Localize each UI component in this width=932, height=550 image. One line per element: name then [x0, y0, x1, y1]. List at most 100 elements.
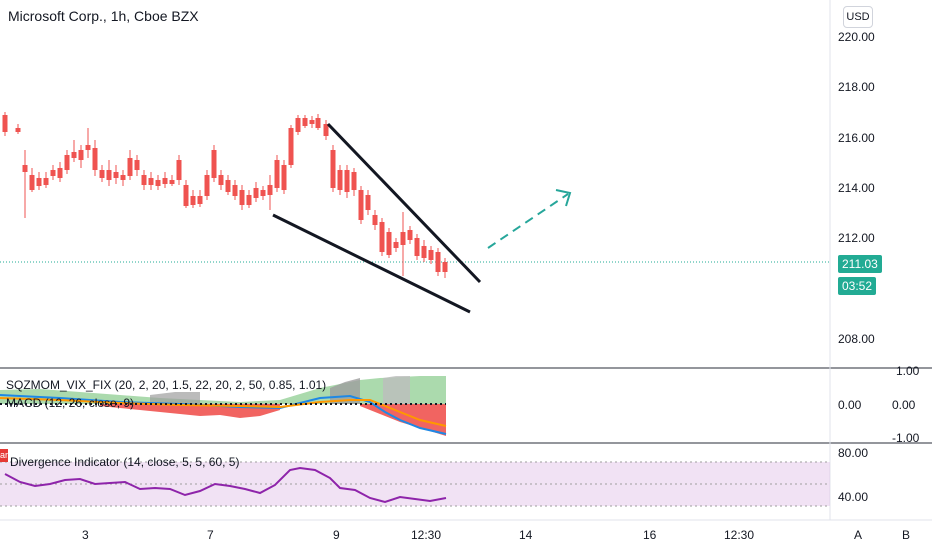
candle-body — [190, 196, 196, 205]
price-tick: 216.00 — [838, 131, 875, 145]
candle-body — [281, 165, 287, 190]
price-tick: 212.00 — [838, 231, 875, 245]
candle-body — [337, 170, 343, 190]
candle-body — [204, 175, 210, 196]
rsi-line — [4, 466, 447, 504]
candle-body — [379, 222, 385, 252]
candle-body — [43, 178, 49, 185]
candle-body — [407, 230, 413, 240]
currency-button[interactable]: USD — [843, 6, 873, 28]
candle-body — [330, 150, 336, 188]
countdown-tag: 03:52 — [838, 277, 877, 295]
candle-body — [267, 185, 273, 195]
indicator-badge: ar — [0, 449, 9, 462]
candle-body — [141, 175, 147, 185]
wedge-upper-line — [326, 122, 482, 284]
candle-body — [148, 178, 154, 185]
price-tick: 208.00 — [838, 332, 875, 346]
candle-body — [309, 120, 315, 124]
divergence-tick: 40.00 — [838, 490, 869, 504]
wedge-lower-line — [272, 213, 471, 314]
macd-left-zero: 0.00 — [838, 398, 862, 412]
chart-title: Microsoft Corp., 1h, Cboe BZX — [8, 8, 199, 24]
candle-body — [15, 128, 21, 132]
target-arrow-line — [487, 193, 569, 249]
candle-body — [22, 165, 28, 172]
candle-body — [64, 155, 70, 170]
candle-body — [106, 170, 112, 180]
candle-body — [288, 128, 294, 165]
candle-body — [260, 190, 266, 196]
divergence-label[interactable]: Divergence Indicator (14, close, 5, 5, 6… — [10, 455, 240, 469]
time-tick: 12:30 — [411, 528, 442, 542]
time-tick: 3 — [82, 528, 89, 542]
candle-body — [295, 118, 301, 132]
candle-body — [183, 185, 189, 206]
time-tick: 12:30 — [724, 528, 755, 542]
macd-right-tick: 1.00 — [896, 364, 920, 378]
candle-body — [29, 175, 35, 190]
candle-body — [358, 190, 364, 220]
candle-body — [232, 185, 238, 196]
macd-right-tick: -1.00 — [892, 431, 920, 445]
candle-body — [92, 148, 98, 170]
candle-body — [120, 175, 126, 180]
candle-body — [57, 168, 63, 178]
time-tick: 9 — [333, 528, 340, 542]
auto-scale-button[interactable]: A — [853, 528, 862, 542]
candle-body — [239, 190, 245, 205]
candle-body — [344, 170, 350, 192]
last-price-tag: 211.03 — [838, 255, 882, 273]
price-tick: 218.00 — [838, 80, 875, 94]
candle-body — [351, 172, 357, 190]
candle-body — [218, 175, 224, 185]
candle-body — [225, 180, 231, 192]
time-tick: 16 — [643, 528, 657, 542]
candle-body — [113, 172, 119, 178]
candle-body — [78, 150, 84, 160]
candle-body — [85, 145, 91, 150]
price-tick: 214.00 — [838, 181, 875, 195]
candlesticks — [2, 112, 448, 278]
time-tick: 7 — [207, 528, 214, 542]
candle-body — [400, 232, 406, 245]
candle-body — [2, 115, 8, 132]
macd-label[interactable]: MACD (12, 26, close, 9) — [6, 396, 135, 410]
time-tick: 14 — [519, 528, 533, 542]
candle-body — [372, 215, 378, 225]
candle-body — [421, 246, 427, 258]
log-scale-button[interactable]: B — [901, 528, 910, 542]
candle-body — [442, 262, 448, 272]
sqzmom-label[interactable]: SQZMOM_VIX_FIX (20, 2, 20, 1.5, 22, 20, … — [6, 378, 327, 392]
candle-body — [169, 180, 175, 184]
candle-body — [435, 252, 441, 272]
candle-body — [393, 242, 399, 248]
candle-body — [127, 158, 133, 176]
target-arrow-head — [555, 189, 572, 207]
macd-right-tick: 0.00 — [892, 398, 916, 412]
candle-body — [36, 178, 42, 186]
candle-body — [246, 195, 252, 205]
candle-body — [99, 170, 105, 178]
candle-body — [386, 232, 392, 255]
candle-body — [176, 160, 182, 180]
candle-body — [365, 195, 371, 210]
candle-body — [274, 160, 280, 188]
candle-body — [71, 152, 77, 158]
divergence-tick: 80.00 — [838, 446, 869, 460]
candle-body — [211, 150, 217, 178]
candle-body — [323, 124, 329, 136]
candle-body — [302, 118, 308, 126]
candle-body — [134, 160, 140, 170]
candle-body — [414, 238, 420, 256]
price-tick: 220.00 — [838, 30, 875, 44]
candle-body — [155, 180, 161, 186]
candle-body — [50, 170, 56, 176]
candle-body — [197, 196, 203, 204]
candle-body — [162, 178, 168, 184]
candle-body — [253, 188, 259, 198]
candle-body — [428, 250, 434, 260]
candle-body — [315, 118, 321, 128]
squeeze-momentum-plot — [0, 376, 447, 436]
